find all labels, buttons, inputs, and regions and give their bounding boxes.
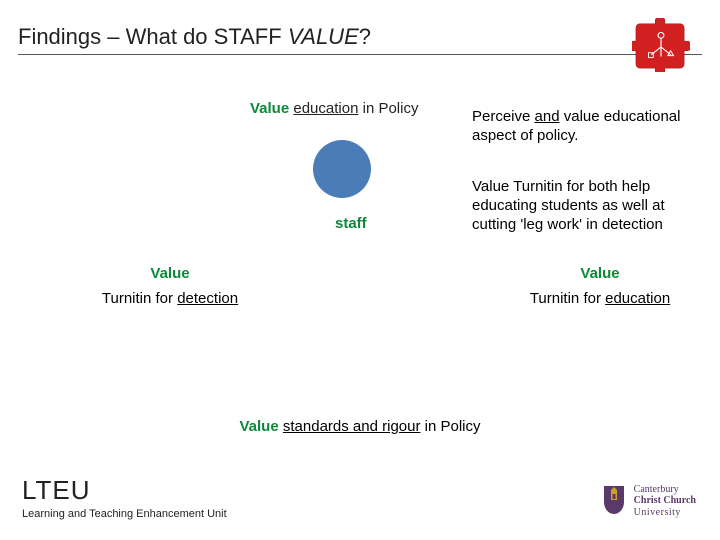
diagram-left-label: Value Turnitin for detection — [80, 265, 260, 307]
title-italic: VALUE — [288, 24, 359, 49]
diagram-right-label: Value Turnitin for education — [510, 265, 690, 307]
note-2: Value Turnitin for both help educating s… — [472, 178, 700, 234]
uni-row3: University — [634, 507, 696, 519]
right-line2: Turnitin for education — [510, 290, 690, 307]
title-prefix: Findings – What do STAFF — [18, 24, 288, 49]
uni-row2: Christ Church — [634, 495, 696, 507]
right-l2a: Turnitin for — [530, 290, 605, 307]
footer-right: Canterbury Christ Church University — [600, 484, 696, 519]
university-crest-icon — [600, 484, 628, 518]
uni-row1: Canterbury — [634, 484, 696, 496]
diagram-bottom-label: Value standards and rigour in Policy — [0, 418, 720, 435]
puzzle-icon — [632, 18, 690, 72]
bottom-ul: standards and rigour — [283, 418, 421, 435]
title-bar: Findings – What do STAFF VALUE? — [18, 24, 702, 55]
lteu-subtitle: Learning and Teaching Enhancement Unit — [22, 508, 227, 520]
right-green: Value — [510, 265, 690, 282]
left-l2a: Turnitin for — [102, 290, 177, 307]
diagram-top-label: Value education in Policy — [250, 100, 418, 117]
footer-left: LTEU Learning and Teaching Enhancement U… — [22, 475, 227, 520]
left-line2: Turnitin for detection — [80, 290, 260, 307]
note1ul: and — [535, 108, 560, 125]
note-1: Perceive and value educational aspect of… — [472, 108, 702, 146]
top-green: Value — [250, 100, 289, 117]
staff-circle — [313, 140, 371, 198]
page-title: Findings – What do STAFF VALUE? — [18, 24, 371, 49]
left-green: Value — [80, 265, 260, 282]
top-ul: education — [293, 100, 358, 117]
title-suffix: ? — [359, 24, 371, 49]
note1a: Perceive — [472, 108, 535, 125]
bottom-green: Value — [240, 418, 279, 435]
university-name: Canterbury Christ Church University — [634, 484, 696, 519]
left-l2ul: detection — [177, 290, 238, 307]
top-rest: in Policy — [358, 100, 418, 117]
bottom-rest: in Policy — [420, 418, 480, 435]
staff-label: staff — [335, 215, 367, 232]
right-l2ul: education — [605, 290, 670, 307]
lteu-acronym: LTEU — [22, 475, 227, 506]
